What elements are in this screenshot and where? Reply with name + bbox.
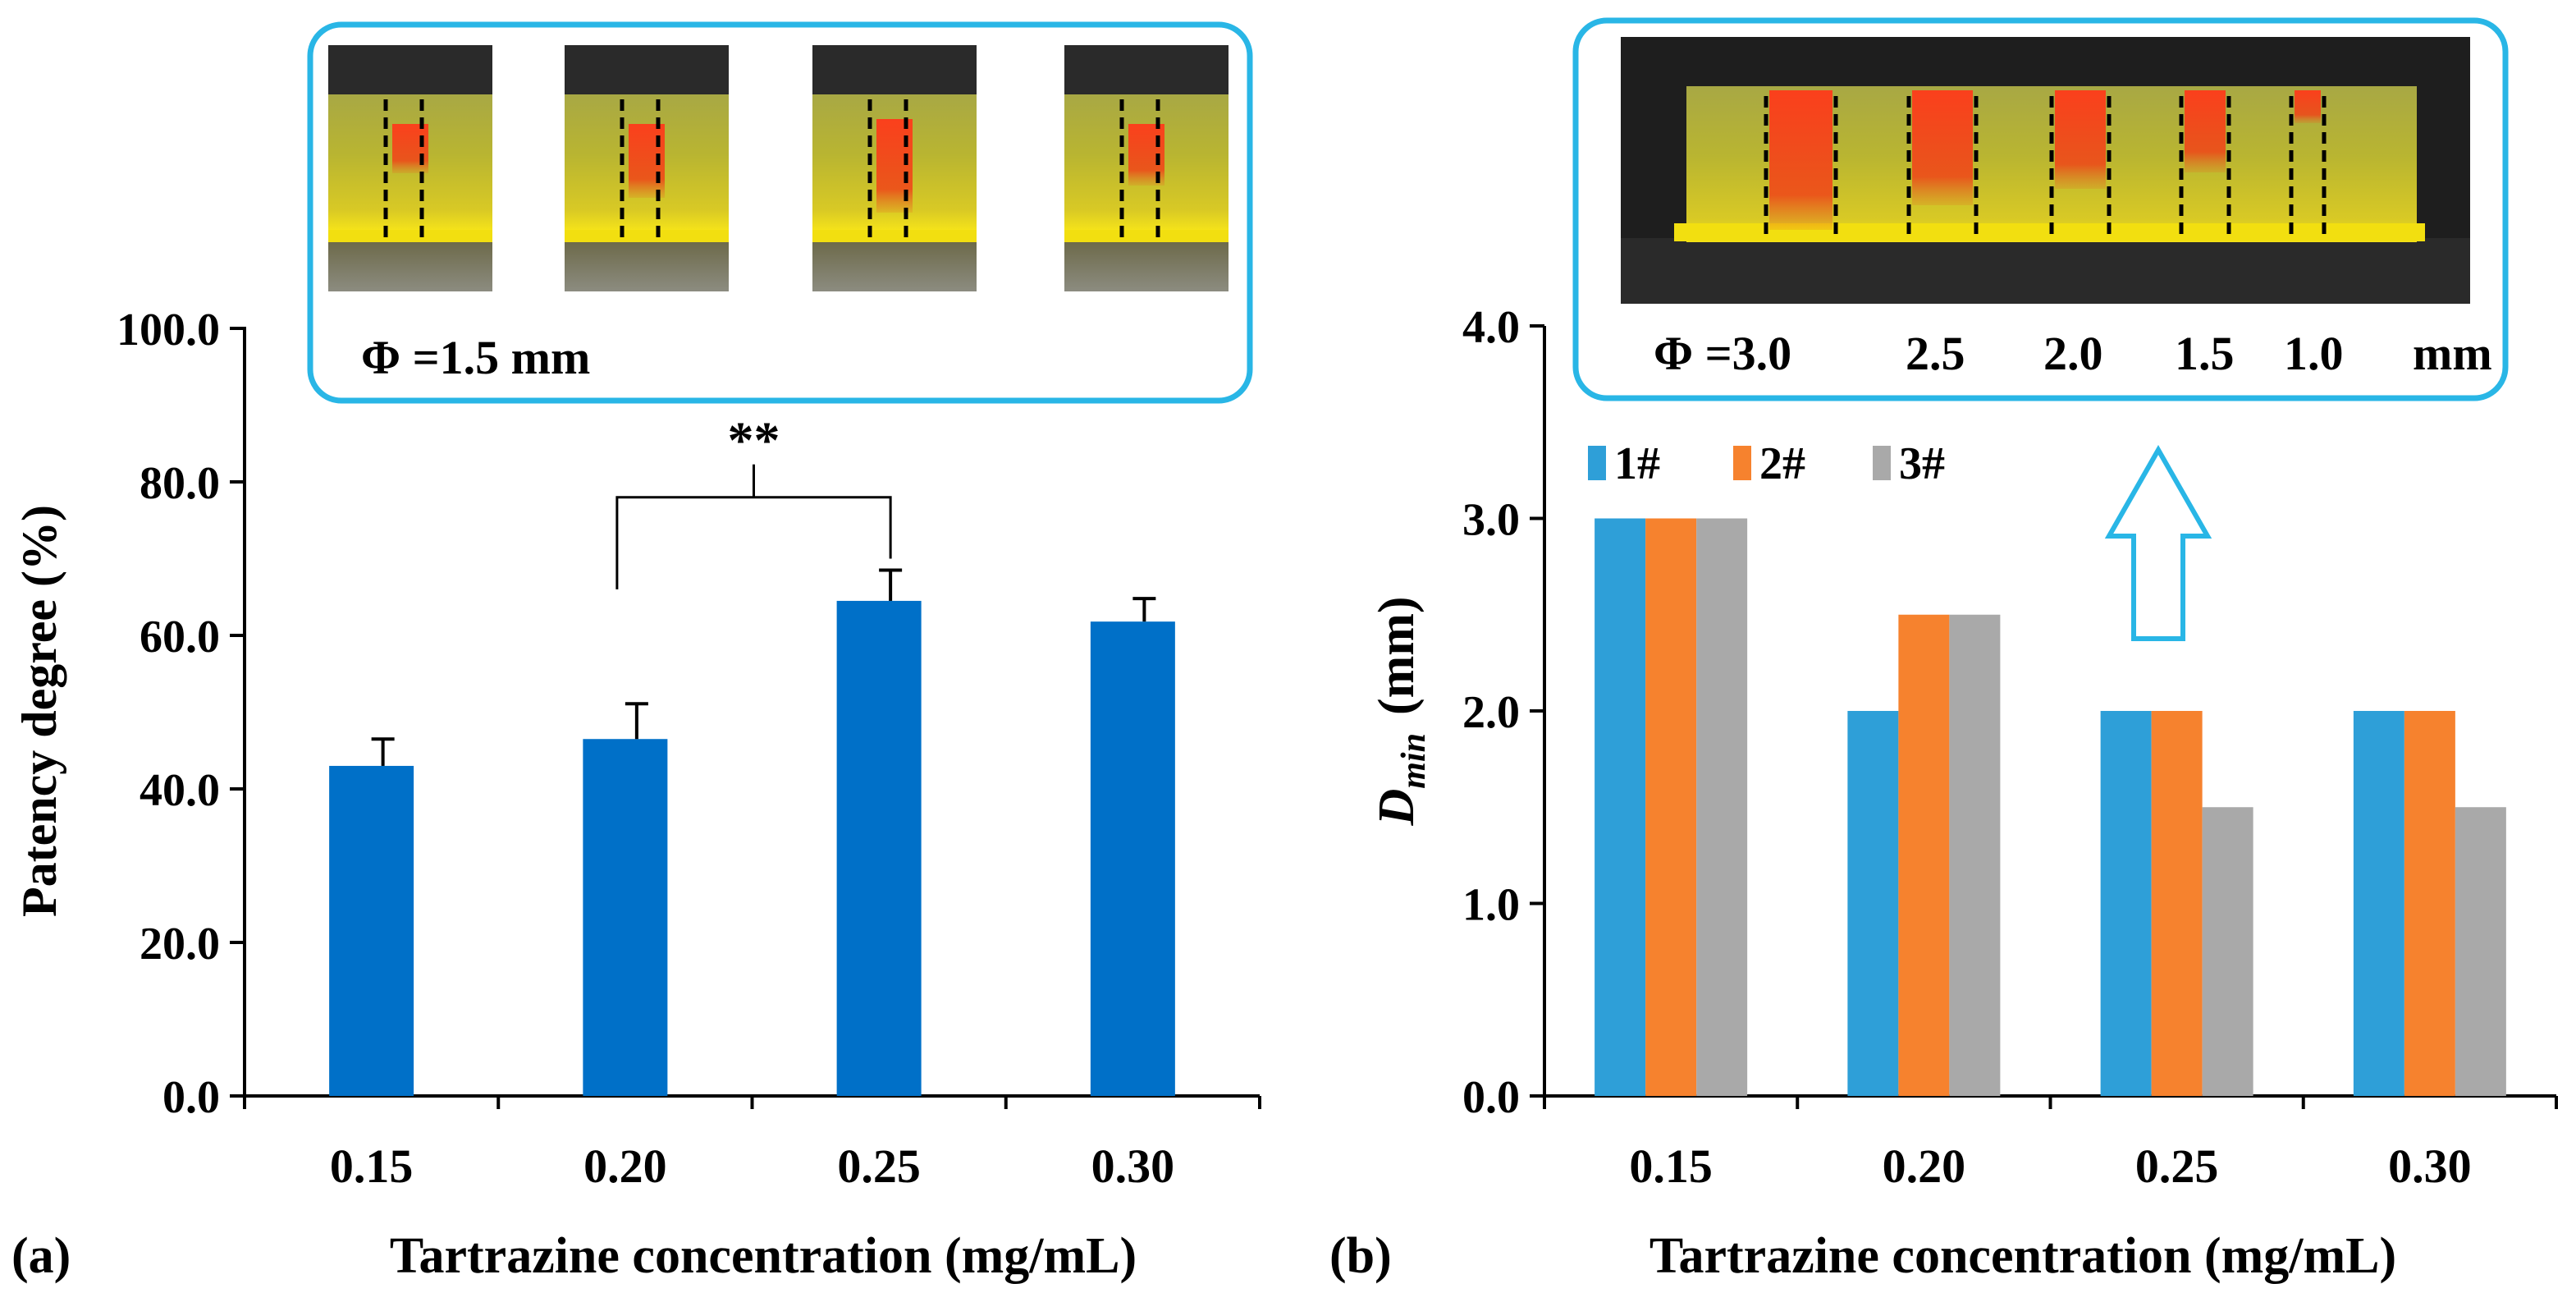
photo-top [328, 45, 492, 94]
inset-b-label: 1.5 [2175, 327, 2235, 380]
inset-b-channel-red [1912, 90, 1973, 205]
inset-b-channel-red [2185, 90, 2226, 172]
bar-b-series-2 [2404, 711, 2455, 1096]
x-tick-label-b: 0.30 [2388, 1139, 2472, 1193]
significance-bracket: ** [615, 411, 892, 589]
photo-channel-red [392, 124, 428, 173]
inset-b-label: Φ =3.0 [1654, 327, 1791, 380]
y-tick-label-a: 0.0 [162, 1072, 220, 1123]
photo-gel-edge [1064, 230, 1229, 242]
y-ticks-a: 0.0 20.0 40.0 60.0 80.0 100.0 [117, 305, 245, 1123]
panel-a-label: (a) [11, 1228, 71, 1284]
photo-gel-edge [328, 230, 492, 242]
x-ticks-b: 0.15 0.20 0.25 0.30 [1543, 1096, 2558, 1193]
bar-b-series-1 [2100, 711, 2152, 1096]
bar-b-series-2 [1645, 518, 1697, 1096]
photo-base [565, 242, 729, 291]
bar-b-series-2 [1898, 614, 1950, 1096]
y-tick-label-b: 1.0 [1462, 880, 1520, 931]
y-axis-label-b: Dmin (mm) [1369, 596, 1433, 826]
x-axis-label-a: Tartrazine concentration (mg/mL) [390, 1228, 1137, 1284]
photo-gel-edge [812, 230, 977, 242]
x-tick-label-b: 0.15 [1629, 1139, 1713, 1193]
photo-top [812, 45, 977, 94]
inset-b-channel-red [1769, 90, 1832, 230]
y-tick-label-a: 20.0 [140, 919, 220, 970]
y-tick-label-b: 2.0 [1462, 687, 1520, 738]
x-tick-label-a: 0.30 [1091, 1139, 1175, 1193]
bar-a [583, 739, 668, 1096]
bar-b-series-3 [1696, 518, 1748, 1096]
significance-line [615, 496, 892, 589]
bar-b-series-1 [1847, 711, 1899, 1096]
inset-b-frame [1572, 17, 2509, 401]
y-tick-label-a: 80.0 [140, 458, 220, 509]
photo-top [1064, 45, 1229, 94]
inset-b-channel-red [2055, 90, 2106, 189]
panel-b: Φ =3.0 2.5 2.0 1.5 1.0 mm 0.0 1.0 2.0 3.0 4.0 0.1… [1329, 17, 2558, 1284]
y-tick-label-a: 40.0 [140, 765, 220, 816]
y-axis-label-b-unit: (mm) [1369, 596, 1425, 715]
error-bars-a [371, 568, 1156, 766]
y-tick-label-a: 100.0 [117, 305, 220, 355]
photo-base [1064, 242, 1229, 291]
inset-b-label: 2.5 [1906, 327, 1965, 380]
bar-b-series-1 [1595, 518, 1646, 1096]
inset-b-label: 1.0 [2284, 327, 2344, 380]
photo-gel-edge [565, 230, 729, 242]
photo-base [328, 242, 492, 291]
x-ticks-a: 0.15 0.20 0.25 0.30 [243, 1096, 1261, 1193]
inset-b-label: 2.0 [2043, 327, 2103, 380]
bar-b-series-3 [2455, 807, 2506, 1096]
bars-b [1595, 518, 2506, 1096]
panel-b-label: (b) [1329, 1228, 1392, 1284]
bar-b-series-3 [2202, 807, 2253, 1096]
bar-a [329, 765, 414, 1096]
legend-label: 1# [1614, 438, 1660, 489]
photo-top [565, 45, 729, 94]
inset-b-label: mm [2413, 327, 2492, 380]
y-tick-label-b: 3.0 [1462, 495, 1520, 546]
inset-b-channel-red [2295, 90, 2321, 123]
inset-a-frame [307, 21, 1253, 404]
legend-label: 3# [1899, 438, 1945, 489]
bar-b-series-3 [1949, 614, 2001, 1096]
y-tick-label-b: 0.0 [1462, 1072, 1520, 1123]
x-tick-label-a: 0.25 [837, 1139, 921, 1193]
y-axis-label-a: Patency degree (%) [12, 505, 66, 917]
x-tick-label-b: 0.20 [1883, 1139, 1966, 1193]
x-tick-label-a: 0.20 [583, 1139, 667, 1193]
bar-a [1090, 621, 1175, 1096]
y-tick-label-b: 4.0 [1462, 302, 1520, 353]
x-tick-label-b: 0.25 [2135, 1139, 2219, 1193]
x-axis-label-b: Tartrazine concentration (mg/mL) [1649, 1228, 2396, 1284]
bars-a [329, 600, 1175, 1096]
y-tick-label-a: 60.0 [140, 612, 220, 662]
photo-base [812, 242, 977, 291]
legend-swatch [1873, 446, 1891, 480]
significance-label: ** [728, 411, 780, 470]
y-axis-label-b-main: D [1369, 789, 1425, 827]
y-ticks-b: 0.0 1.0 2.0 3.0 4.0 [1462, 302, 1544, 1123]
y-axis-label-b-sub: min [1395, 733, 1433, 789]
inset-b-labels: Φ =3.0 2.5 2.0 1.5 1.0 mm [1654, 327, 2492, 380]
legend-swatch [1588, 446, 1606, 480]
inset-b-channels [1764, 90, 2327, 234]
inset-a: Φ =1.5 mm [307, 21, 1253, 404]
bar-b-series-1 [2353, 711, 2404, 1096]
inset-a-photos [328, 45, 1229, 291]
x-tick-label-a: 0.15 [330, 1139, 414, 1193]
legend-swatch [1733, 446, 1751, 480]
legend-label: 2# [1759, 438, 1805, 489]
bar-b-series-2 [2151, 711, 2203, 1096]
up-arrow [2104, 444, 2212, 641]
inset-b-bottom-shade [1621, 238, 2470, 304]
inset-b: Φ =3.0 2.5 2.0 1.5 1.0 mm [1572, 17, 2509, 401]
bar-a [836, 600, 922, 1096]
legend-b: 1# 2# 3# [1588, 438, 1945, 489]
inset-a-label: Φ =1.5 mm [361, 331, 590, 384]
